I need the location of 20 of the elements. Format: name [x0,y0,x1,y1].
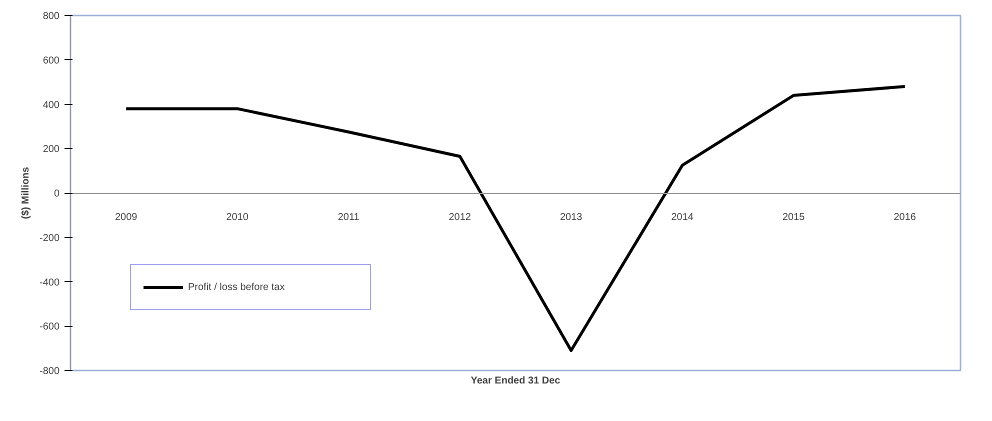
x-tick-label: 2010 [226,212,249,223]
y-tick-label: 400 [42,100,60,111]
y-tick-label: -400 [39,277,60,288]
y-tick-label: 200 [42,144,60,156]
x-tick-label: 2013 [560,212,583,223]
y-axis-title: ($) Millions [20,166,32,220]
y-tick-label: -200 [39,232,60,244]
y-tick-label: 0 [54,188,60,200]
x-tick-label: 2012 [448,212,472,223]
x-axis-title: Year Ended 31 Dec [470,376,561,386]
legend-label: Profit / loss before tax [188,282,286,292]
y-tick-label: -600 [39,322,60,333]
y-tick-label: -800 [39,366,60,377]
x-tick-label: 2016 [894,212,916,223]
x-tick-label: 2011 [338,212,360,223]
x-tick-label: 2015 [782,212,806,223]
x-tick-label: 2009 [115,212,138,223]
y-tick-label: 600 [42,55,60,66]
y-tick-label: 800 [42,11,60,22]
x-tick-label: 2014 [671,212,694,223]
